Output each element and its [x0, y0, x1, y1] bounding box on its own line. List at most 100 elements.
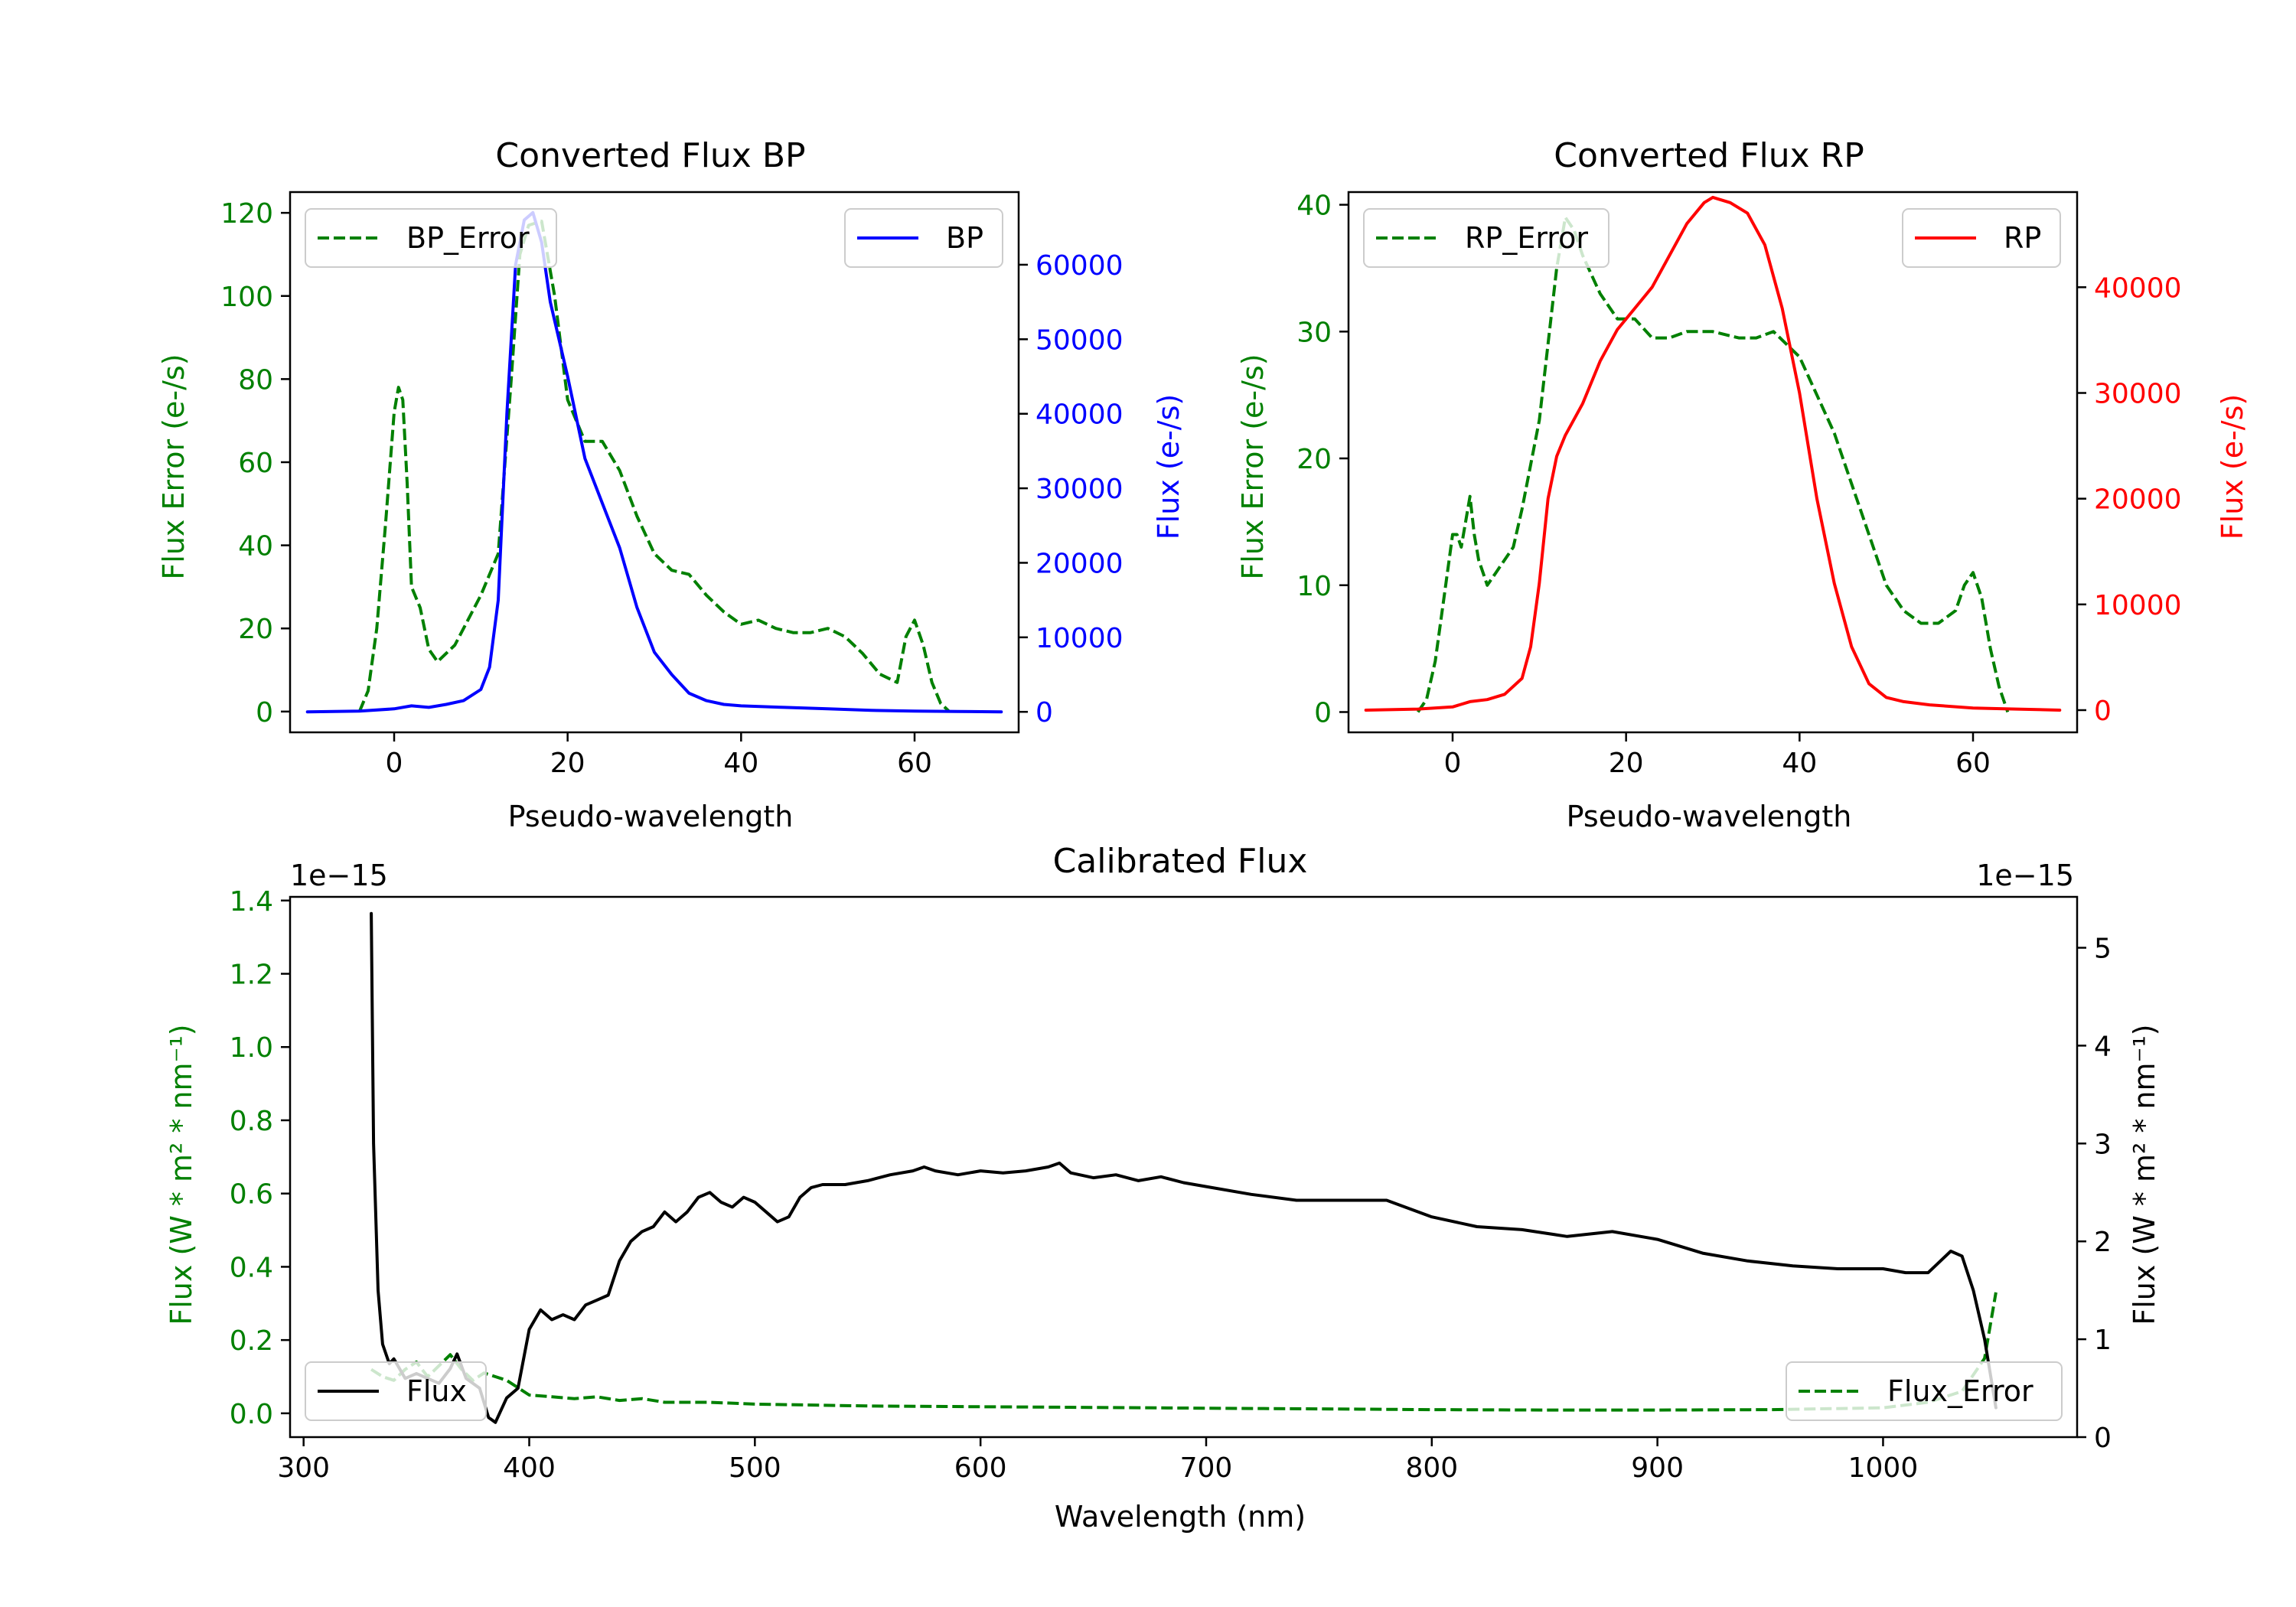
- bp-right-y-tick-label: 0: [1035, 697, 1053, 729]
- cal-x-axis-label: Wavelength (nm): [1055, 1500, 1306, 1534]
- bp-legend-error[interactable]: BP_Error: [305, 208, 557, 268]
- rp-right-y-tick-label: 20000: [2094, 484, 2182, 516]
- rp-left-y-tick-label: 0: [1314, 697, 1332, 729]
- cal-x-tick-label: 900: [1631, 1452, 1684, 1484]
- rp-legend-flux[interactable]: RP: [1902, 208, 2061, 268]
- rp-legend-flux-label: RP: [2004, 221, 2041, 255]
- cal-axes-frame: [289, 895, 2079, 1439]
- cal-legend-error-box: [1786, 1361, 2063, 1421]
- cal-legend-flux-box: [305, 1361, 487, 1421]
- bp-x-tick-label: 0: [386, 748, 403, 779]
- bp-left-y-ticks: 0 20 40 60 80 100 120: [220, 198, 290, 729]
- cal-x-tick-label: 700: [1180, 1452, 1233, 1484]
- bp-left-y-tick-label: 20: [238, 614, 273, 645]
- cal-left-y-axis-label: Flux (W * m² * nm⁻¹): [165, 1024, 198, 1325]
- rp-axes-frame: [1347, 191, 2079, 734]
- rp-right-y-tick-label: 30000: [2094, 379, 2182, 410]
- rp-left-y-axis-label: Flux Error (e-/s): [1236, 354, 1270, 579]
- cal-legend-error[interactable]: Flux_Error: [1786, 1361, 2063, 1421]
- cal-left-y-tick-label: 0.0: [230, 1399, 273, 1430]
- bp-left-y-tick-label: 40: [238, 531, 273, 562]
- cal-x-tick-label: 800: [1405, 1452, 1458, 1484]
- bp-legend-flux-label: BP: [946, 221, 983, 255]
- rp-left-y-tick-label: 40: [1296, 191, 1332, 222]
- bp-left-y-axis-label: Flux Error (e-/s): [157, 354, 191, 579]
- cal-left-y-tick-label: 0.8: [230, 1106, 273, 1137]
- rp-left-y-tick-label: 20: [1296, 444, 1332, 475]
- cal-right-y-tick-label: 2: [2094, 1227, 2112, 1258]
- cal-right-y-ticks: 0 1 2 3 4 5: [2077, 934, 2112, 1454]
- cal-legend-error-label: Flux_Error: [1887, 1374, 2033, 1408]
- cal-right-offset-text: 1e−15: [1976, 859, 2074, 892]
- cal-right-y-tick-label: 0: [2094, 1423, 2112, 1454]
- bp-legend-error-box: [305, 208, 557, 268]
- rp-series-rp: [1364, 195, 2062, 712]
- rp-x-tick-label: 40: [1782, 748, 1817, 779]
- bp-right-y-tick-label: 30000: [1035, 474, 1124, 505]
- cal-left-y-tick-label: 0.2: [230, 1325, 273, 1357]
- cal-x-ticks: 300 400 500 600 700 800 900 1000: [277, 1437, 1918, 1484]
- cal-x-tick-label: 400: [503, 1452, 556, 1484]
- bp-legend-flux[interactable]: BP: [844, 208, 1003, 268]
- rp-x-ticks: 0 20 40 60: [1444, 732, 1991, 779]
- cal-left-y-tick-label: 1.2: [230, 960, 273, 991]
- bp-series-bp-error: [357, 220, 951, 713]
- bp-x-ticks: 0 20 40 60: [386, 732, 932, 779]
- rp-right-y-tick-label: 10000: [2094, 590, 2182, 621]
- cal-right-y-tick-label: 1: [2094, 1325, 2112, 1356]
- cal-left-y-tick-label: 0.4: [230, 1252, 273, 1283]
- bp-right-y-tick-label: 20000: [1035, 548, 1124, 579]
- cal-series-flux: [370, 911, 1998, 1424]
- bp-right-y-tick-label: 40000: [1035, 399, 1124, 431]
- bp-legend-error-label: BP_Error: [406, 221, 530, 255]
- bp-left-y-tick-label: 0: [256, 697, 273, 729]
- bp-right-y-tick-label: 10000: [1035, 623, 1124, 654]
- rp-x-tick-label: 0: [1444, 748, 1462, 779]
- rp-left-y-tick-label: 30: [1296, 317, 1332, 348]
- rp-right-y-ticks: 0 10000 20000 30000 40000: [2077, 272, 2182, 727]
- bp-left-y-tick-label: 100: [220, 282, 273, 313]
- cal-right-y-axis-label: Flux (W * m² * nm⁻¹): [2128, 1024, 2161, 1325]
- bp-right-y-tick-label: 60000: [1035, 250, 1124, 282]
- cal-left-y-tick-label: 0.6: [230, 1179, 273, 1211]
- bp-axes-frame: [289, 191, 1020, 734]
- rp-legend-error-box: [1363, 208, 1609, 268]
- cal-right-y-tick-label: 3: [2094, 1129, 2112, 1160]
- rp-left-y-ticks: 0 10 20 30 40: [1296, 191, 1349, 729]
- cal-x-tick-label: 1000: [1848, 1452, 1919, 1484]
- cal-x-tick-label: 300: [277, 1452, 330, 1484]
- panel-converted-flux-bp: Converted Flux BP Pseudo-wavelength Flux…: [157, 136, 1186, 833]
- rp-legend-error-label: RP_Error: [1465, 221, 1588, 255]
- bp-left-y-tick-label: 60: [238, 448, 273, 479]
- cal-right-y-tick-label: 4: [2094, 1031, 2112, 1062]
- rp-legend-flux-box: [1902, 208, 2061, 268]
- rp-right-y-tick-label: 40000: [2094, 272, 2182, 304]
- cal-left-y-tick-label: 1.0: [230, 1032, 273, 1064]
- rp-right-y-tick-label: 0: [2094, 696, 2112, 727]
- rp-x-tick-label: 20: [1609, 748, 1644, 779]
- bp-left-y-tick-label: 80: [238, 364, 273, 396]
- panel-converted-flux-rp: Converted Flux RP Pseudo-wavelength Flux…: [1236, 136, 2249, 833]
- rp-x-tick-label: 60: [1955, 748, 1991, 779]
- panel-calibrated-flux: Calibrated Flux Wavelength (nm) Flux (W …: [165, 842, 2161, 1534]
- bp-x-tick-label: 60: [897, 748, 932, 779]
- bp-left-y-tick-label: 120: [220, 198, 273, 230]
- rp-right-y-axis-label: Flux (e-/s): [2216, 394, 2249, 539]
- cal-right-y-tick-label: 5: [2094, 934, 2112, 965]
- rp-legend-error[interactable]: RP_Error: [1363, 208, 1609, 268]
- cal-x-tick-label: 600: [954, 1452, 1007, 1484]
- bp-x-axis-label: Pseudo-wavelength: [508, 800, 794, 833]
- bp-right-y-axis-label: Flux (e-/s): [1152, 394, 1186, 539]
- cal-title: Calibrated Flux: [1053, 842, 1308, 881]
- rp-title: Converted Flux RP: [1554, 136, 1864, 175]
- bp-title: Converted Flux BP: [495, 136, 805, 175]
- cal-legend-flux-label: Flux: [406, 1374, 467, 1408]
- bp-x-tick-label: 20: [550, 748, 585, 779]
- rp-left-y-tick-label: 10: [1296, 571, 1332, 602]
- cal-x-tick-label: 500: [729, 1452, 781, 1484]
- cal-left-y-tick-label: 1.4: [230, 886, 273, 918]
- cal-legend-flux[interactable]: Flux: [305, 1361, 487, 1421]
- cal-left-y-ticks: 0.0 0.2 0.4 0.6 0.8 1.0 1.2 1.4: [230, 886, 290, 1430]
- bp-x-tick-label: 40: [723, 748, 758, 779]
